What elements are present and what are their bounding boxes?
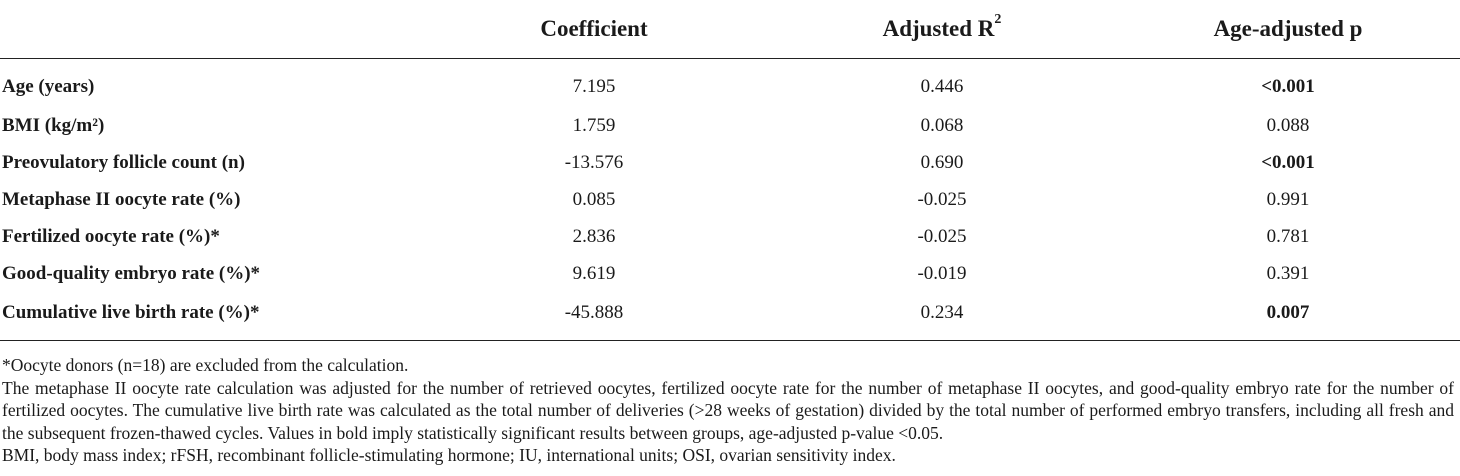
footnote-donors: *Oocyte donors (n=18) are excluded from … [2,355,409,375]
header-adjusted-r-text: Adjusted R [882,16,995,41]
cell-coefficient: 0.085 [572,188,616,210]
cell-adjusted-r2: -0.025 [917,225,967,247]
cell-age-adjusted-p: 0.088 [1266,114,1310,136]
footnote-method: The metaphase II oocyte rate calculation… [2,377,1454,443]
row-label: Metaphase II oocyte rate (%) [2,188,241,210]
cell-age-adjusted-p: <0.001 [1261,151,1315,173]
header-cell-adjusted-r2: Adjusted R2 [768,0,1116,59]
header-cell-variable [0,0,420,59]
results-table: Coefficient Adjusted R2 Age-adjusted p A… [0,0,1460,341]
cell-age-adjusted-p: 0.991 [1266,188,1310,210]
footnote-abbreviations: BMI, body mass index; rFSH, recombinant … [2,445,896,465]
cell-adjusted-r2: 0.690 [920,151,964,173]
table-row: BMI (kg/m²) 1.759 0.068 0.088 [0,107,1460,144]
cell-coefficient: -13.576 [564,151,624,173]
cell-age-adjusted-p: 0.781 [1266,225,1310,247]
cell-age-adjusted-p: <0.001 [1261,76,1315,97]
cell-adjusted-r2: -0.019 [917,262,967,284]
cell-coefficient: 9.619 [572,262,616,284]
row-label: Age (years) [2,76,95,97]
cell-adjusted-r2: -0.025 [917,188,967,210]
header-superscript: 2 [994,12,1002,28]
cell-adjusted-r2: 0.446 [920,76,964,97]
cell-coefficient: 2.836 [572,225,616,247]
cell-age-adjusted-p: 0.007 [1116,292,1460,341]
table-body: Age (years) 7.195 0.446 <0.001 BMI (kg/m²) 1.… [0,59,1460,341]
cell-coefficient: -45.888 [420,292,768,341]
table-row: Preovulatory follicle count (n) -13.576 0.… [0,144,1460,181]
header-cell-coefficient: Coefficient [420,0,768,59]
cell-adjusted-r2: 0.234 [768,292,1116,341]
table-notes: *Oocyte donors (n=18) are excluded from … [2,354,1454,467]
cell-adjusted-r2: 0.068 [920,114,964,136]
table-row: Cumulative live birth rate (%)* -45.888 0.… [0,292,1460,341]
row-label: Cumulative live birth rate (%)* [0,292,420,341]
table-row: Good-quality embryo rate (%)* 9.619 -0.019… [0,255,1460,292]
row-label: Good-quality embryo rate (%)* [2,262,261,284]
cell-coefficient: 7.195 [572,76,616,97]
cell-age-adjusted-p: 0.391 [1266,262,1310,284]
header-cell-age-adjusted-p: Age-adjusted p [1116,0,1460,59]
row-label: Fertilized oocyte rate (%)* [2,225,220,247]
row-label: Preovulatory follicle count (n) [2,151,245,173]
header-row: Coefficient Adjusted R2 Age-adjusted p [0,0,1460,59]
table-header: Coefficient Adjusted R2 Age-adjusted p [0,0,1460,59]
results-table-container: Coefficient Adjusted R2 Age-adjusted p A… [0,0,1460,341]
table-row: Fertilized oocyte rate (%)* 2.836 -0.025 0.… [0,218,1460,255]
row-label: BMI (kg/m²) [2,114,105,136]
table-row: Metaphase II oocyte rate (%) 0.085 -0.025 0… [0,181,1460,218]
table-row: Age (years) 7.195 0.446 <0.001 [0,59,1460,108]
cell-coefficient: 1.759 [572,114,616,136]
